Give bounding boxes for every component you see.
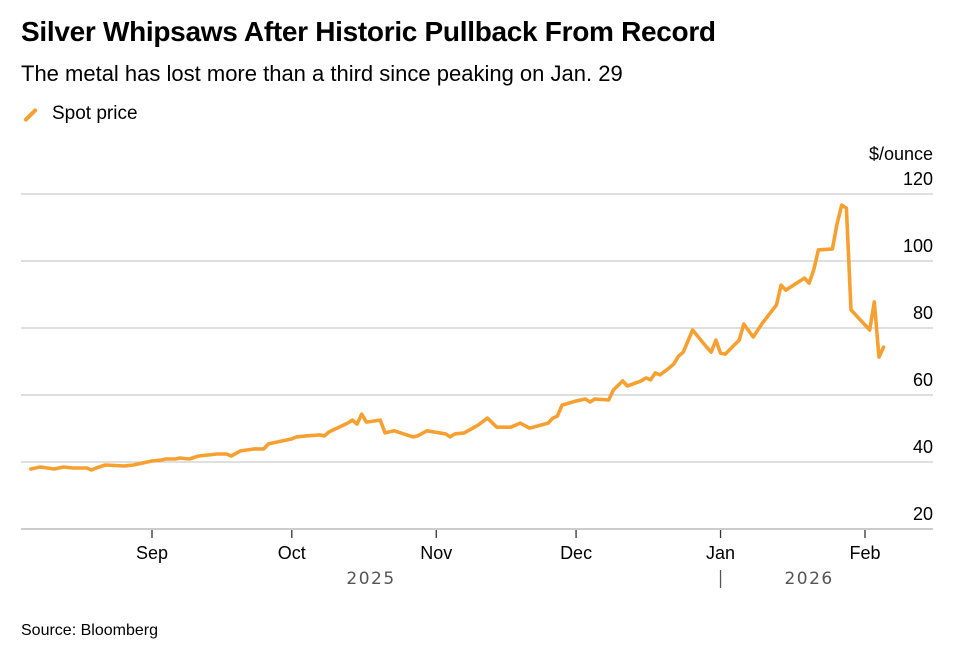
- source-note: Source: Bloomberg: [21, 622, 158, 639]
- gridlines: [21, 193, 933, 463]
- y-tick-label: 60: [913, 370, 933, 390]
- year-label: 2026: [784, 569, 833, 589]
- x-tick-label: Feb: [849, 543, 880, 563]
- x-tick-label: Nov: [420, 543, 452, 563]
- x-tick-label: Dec: [560, 543, 592, 563]
- y-axis-unit-label: $/ounce: [869, 144, 933, 164]
- year-label: 2025: [346, 569, 395, 589]
- series-layer: [28, 203, 886, 472]
- series-line-spot-price: [28, 203, 886, 472]
- y-axis: 20 40 60 80 100 120: [903, 169, 933, 524]
- y-tick-label: 20: [913, 504, 933, 524]
- x-tick-label: Oct: [278, 543, 306, 563]
- x-tick-label: Jan: [706, 543, 735, 563]
- x-tick-label: Sep: [136, 543, 168, 563]
- chart-subtitle: The metal has lost more than a third sin…: [21, 61, 623, 86]
- legend-label: Spot price: [52, 103, 138, 124]
- y-tick-label: 100: [903, 236, 933, 256]
- y-tick-label: 40: [913, 437, 933, 457]
- legend: Spot price: [21, 103, 138, 125]
- y-tick-label: 120: [903, 169, 933, 189]
- chart-title: Silver Whipsaws After Historic Pullback …: [21, 16, 716, 47]
- y-tick-label: 80: [913, 303, 933, 323]
- x-axis: Sep Oct Nov Dec Jan Feb 2025 2026: [21, 528, 933, 589]
